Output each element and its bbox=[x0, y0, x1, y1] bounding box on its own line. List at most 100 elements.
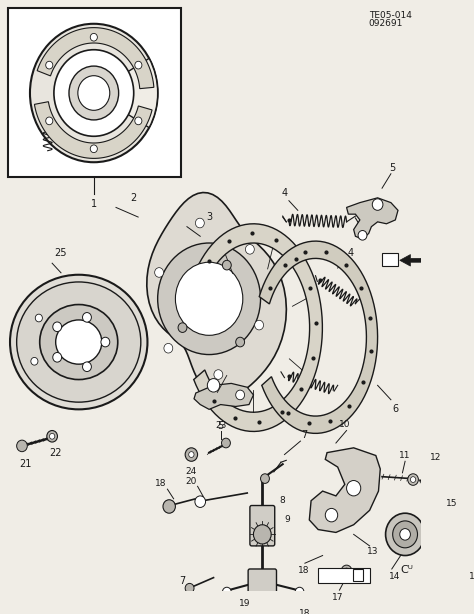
Circle shape bbox=[178, 323, 187, 332]
Polygon shape bbox=[194, 223, 322, 432]
Text: 17: 17 bbox=[332, 593, 344, 602]
Text: 18: 18 bbox=[299, 608, 310, 614]
Text: 16: 16 bbox=[468, 572, 474, 581]
Circle shape bbox=[54, 50, 134, 136]
Polygon shape bbox=[400, 255, 421, 266]
Circle shape bbox=[236, 390, 245, 400]
Circle shape bbox=[372, 199, 383, 211]
Text: 24: 24 bbox=[186, 467, 197, 476]
Circle shape bbox=[53, 352, 62, 362]
Circle shape bbox=[195, 218, 204, 228]
Circle shape bbox=[49, 433, 55, 439]
Text: TE05-014: TE05-014 bbox=[369, 10, 411, 20]
Text: 5: 5 bbox=[390, 163, 396, 173]
Text: 22: 22 bbox=[49, 448, 62, 457]
Circle shape bbox=[207, 379, 220, 392]
Circle shape bbox=[214, 370, 223, 379]
Circle shape bbox=[47, 430, 57, 442]
Circle shape bbox=[454, 529, 459, 534]
Circle shape bbox=[457, 543, 463, 549]
Text: 9: 9 bbox=[284, 515, 290, 524]
Text: 6: 6 bbox=[392, 405, 399, 414]
Circle shape bbox=[31, 357, 38, 365]
Circle shape bbox=[53, 322, 62, 332]
Text: 25: 25 bbox=[55, 247, 67, 258]
Text: 3: 3 bbox=[206, 212, 212, 222]
Text: 10: 10 bbox=[339, 420, 351, 429]
Circle shape bbox=[69, 66, 118, 120]
Text: 23: 23 bbox=[215, 421, 226, 430]
Text: 21: 21 bbox=[19, 459, 32, 469]
Text: 1: 1 bbox=[91, 198, 97, 209]
Text: Cᵁ: Cᵁ bbox=[401, 565, 413, 575]
Text: 7: 7 bbox=[301, 430, 307, 440]
Ellipse shape bbox=[17, 282, 141, 402]
Text: 12: 12 bbox=[429, 453, 441, 462]
Circle shape bbox=[82, 313, 91, 322]
Circle shape bbox=[344, 568, 349, 574]
Text: A: A bbox=[355, 571, 361, 580]
Circle shape bbox=[90, 33, 97, 41]
Circle shape bbox=[254, 525, 271, 544]
Circle shape bbox=[298, 600, 307, 609]
Text: 20: 20 bbox=[186, 477, 197, 486]
FancyBboxPatch shape bbox=[248, 569, 276, 594]
Circle shape bbox=[221, 438, 230, 448]
Circle shape bbox=[392, 521, 418, 548]
Polygon shape bbox=[346, 198, 398, 239]
Circle shape bbox=[46, 117, 53, 125]
Circle shape bbox=[30, 24, 158, 162]
Circle shape bbox=[185, 448, 198, 461]
Circle shape bbox=[450, 525, 463, 538]
Circle shape bbox=[455, 540, 465, 551]
Circle shape bbox=[185, 583, 194, 593]
Circle shape bbox=[17, 440, 27, 452]
Text: 8: 8 bbox=[279, 496, 285, 505]
Text: 18: 18 bbox=[298, 566, 310, 575]
Circle shape bbox=[175, 262, 243, 335]
Polygon shape bbox=[37, 28, 154, 88]
Circle shape bbox=[35, 314, 42, 322]
Circle shape bbox=[408, 474, 419, 485]
Circle shape bbox=[158, 243, 261, 354]
Bar bbox=[318, 568, 370, 583]
Text: 7: 7 bbox=[179, 575, 186, 586]
Text: 15: 15 bbox=[446, 499, 457, 508]
Ellipse shape bbox=[10, 274, 147, 410]
Circle shape bbox=[78, 76, 110, 111]
Wedge shape bbox=[94, 58, 158, 128]
Circle shape bbox=[325, 508, 337, 522]
Text: 5: 5 bbox=[218, 421, 224, 430]
Polygon shape bbox=[147, 193, 286, 399]
Text: 14: 14 bbox=[389, 572, 400, 581]
Text: 19: 19 bbox=[239, 599, 250, 608]
Circle shape bbox=[222, 587, 231, 597]
Circle shape bbox=[222, 260, 231, 270]
Bar bbox=[382, 252, 398, 266]
Ellipse shape bbox=[55, 320, 102, 364]
Circle shape bbox=[246, 244, 254, 254]
Text: A: A bbox=[387, 255, 393, 264]
Circle shape bbox=[439, 478, 449, 489]
Circle shape bbox=[90, 145, 97, 153]
Text: 4: 4 bbox=[348, 247, 354, 258]
Circle shape bbox=[155, 268, 164, 278]
Polygon shape bbox=[310, 448, 380, 532]
Circle shape bbox=[189, 452, 194, 457]
Circle shape bbox=[385, 513, 425, 556]
Circle shape bbox=[295, 587, 304, 597]
Text: 9: 9 bbox=[473, 535, 474, 543]
Text: VIEW: VIEW bbox=[323, 571, 345, 580]
Circle shape bbox=[346, 481, 361, 496]
Circle shape bbox=[410, 476, 416, 483]
Circle shape bbox=[341, 565, 352, 577]
Circle shape bbox=[163, 500, 175, 513]
Text: 13: 13 bbox=[367, 547, 379, 556]
Circle shape bbox=[255, 321, 264, 330]
Ellipse shape bbox=[40, 305, 118, 379]
Polygon shape bbox=[194, 383, 254, 410]
Text: 4: 4 bbox=[282, 188, 288, 198]
Circle shape bbox=[400, 529, 410, 540]
Circle shape bbox=[164, 343, 173, 353]
Circle shape bbox=[46, 61, 53, 69]
